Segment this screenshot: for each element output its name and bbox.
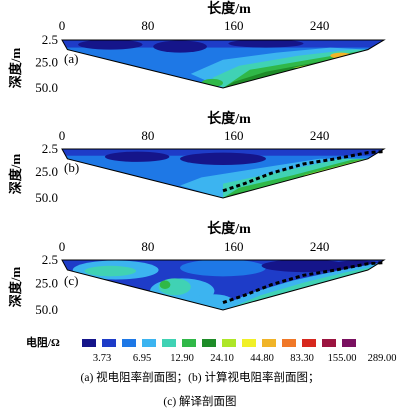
legend-swatch xyxy=(182,339,196,347)
y-ticks: 2.5 25.0 50.0 xyxy=(35,32,58,95)
x-tick-label: 0 xyxy=(59,18,66,33)
resistivity-section xyxy=(62,149,384,198)
panel-label: (c) xyxy=(64,273,78,288)
legend-value: 44.80 xyxy=(250,353,274,364)
x-ticks: 0 80 160 240 xyxy=(59,128,330,143)
resistivity-zone xyxy=(78,40,143,50)
legend-swatch xyxy=(142,339,156,347)
panel-label: (b) xyxy=(64,160,79,175)
legend-swatches xyxy=(82,339,356,347)
caption-line-1: (a) 视电阻率剖面图；(b) 计算视电阻率剖面图； xyxy=(81,370,320,384)
resistivity-zone xyxy=(62,149,384,156)
y-ticks: 2.5 25.0 50.0 xyxy=(35,252,58,317)
y-tick-label: 25.0 xyxy=(35,164,58,179)
legend-swatch xyxy=(222,339,236,347)
legend-swatch xyxy=(122,339,136,347)
boundary-line xyxy=(222,261,385,305)
legend-value: 155.00 xyxy=(328,353,357,364)
x-tick-label: 240 xyxy=(310,18,330,33)
legend-swatch xyxy=(102,339,116,347)
y-tick-label: 25.0 xyxy=(35,55,58,70)
y-tick-label: 25.0 xyxy=(35,276,58,291)
legend-swatch xyxy=(262,339,276,347)
legend-swatch xyxy=(82,339,96,347)
y-tick-label: 50.0 xyxy=(35,80,58,95)
y-tick-label: 2.5 xyxy=(42,252,58,267)
legend-swatch xyxy=(162,339,176,347)
x-ticks: 0 80 160 240 xyxy=(59,239,330,254)
y-axis-title: 深度/m xyxy=(8,154,23,195)
resistivity-zone xyxy=(180,260,266,277)
resistivity-zone xyxy=(153,40,207,53)
resistivity-zone xyxy=(330,52,352,59)
legend-swatch xyxy=(202,339,216,347)
legend-swatch xyxy=(322,339,336,347)
x-axis-title: 长度/m xyxy=(207,220,251,237)
legend-swatch xyxy=(342,339,356,347)
y-tick-label: 50.0 xyxy=(35,302,58,317)
legend-value: 24.10 xyxy=(210,353,234,364)
y-axis-title: 深度/m xyxy=(8,267,23,308)
x-tick-label: 80 xyxy=(141,18,154,33)
panel-label: (a) xyxy=(64,51,78,66)
x-axis-title: 长度/m xyxy=(207,0,251,17)
panel-c: 长度/m 0 80 160 240 2.5 25.0 50.0 深度/m (c) xyxy=(8,220,386,317)
x-tick-label: 160 xyxy=(224,128,244,143)
legend-swatch xyxy=(282,339,296,347)
legend-swatch xyxy=(242,339,256,347)
color-legend: 电阻/Ω 3.73 6.95 12.90 24.10 44.80 83.30 155.00 2… xyxy=(26,335,396,364)
x-tick-label: 80 xyxy=(141,128,154,143)
resistivity-zone xyxy=(104,151,170,162)
x-tick-label: 0 xyxy=(59,128,66,143)
x-tick-label: 160 xyxy=(224,18,244,33)
resistivity-zone xyxy=(180,152,266,165)
legend-value: 3.73 xyxy=(93,353,111,364)
y-tick-label: 2.5 xyxy=(42,32,58,47)
x-tick-label: 80 xyxy=(141,239,154,254)
panel-a: 长度/m 0 80 160 240 2.5 25.0 50.0 深度/m (a) xyxy=(8,0,386,95)
section-outline xyxy=(61,39,386,89)
legend-value: 12.90 xyxy=(170,353,194,364)
resistivity-zone xyxy=(261,260,348,273)
x-tick-label: 240 xyxy=(310,239,330,254)
x-tick-label: 240 xyxy=(310,128,330,143)
y-axis-title: 深度/m xyxy=(8,48,23,89)
boundary-line xyxy=(222,150,385,193)
x-axis-title: 长度/m xyxy=(207,110,251,127)
resistivity-zone xyxy=(84,265,137,277)
resistivity-zone xyxy=(159,280,171,289)
legend-value: 6.95 xyxy=(133,353,151,364)
caption-line-2: (c) 解译剖面图 xyxy=(163,394,236,408)
x-tick-label: 160 xyxy=(224,239,244,254)
resistivity-section xyxy=(62,260,384,310)
legend-value: 289.00 xyxy=(368,353,397,364)
legend-values: 3.73 6.95 12.90 24.10 44.80 83.30 155.00 289.00 xyxy=(93,353,397,364)
x-tick-label: 0 xyxy=(59,239,66,254)
legend-title: 电阻/Ω xyxy=(26,335,60,349)
resistivity-section xyxy=(62,40,384,88)
x-ticks: 0 80 160 240 xyxy=(59,18,330,33)
y-tick-label: 50.0 xyxy=(35,190,58,205)
legend-value: 83.30 xyxy=(290,353,314,364)
legend-swatch xyxy=(302,339,316,347)
y-tick-label: 2.5 xyxy=(42,141,58,156)
resistivity-zone xyxy=(228,40,304,48)
section-outline xyxy=(61,148,386,199)
resistivity-zone xyxy=(62,40,384,48)
section-outline xyxy=(61,259,386,311)
panel-b: 长度/m 0 80 160 240 2.5 25.0 50.0 深度/m (b) xyxy=(8,110,386,205)
y-ticks: 2.5 25.0 50.0 xyxy=(35,141,58,205)
